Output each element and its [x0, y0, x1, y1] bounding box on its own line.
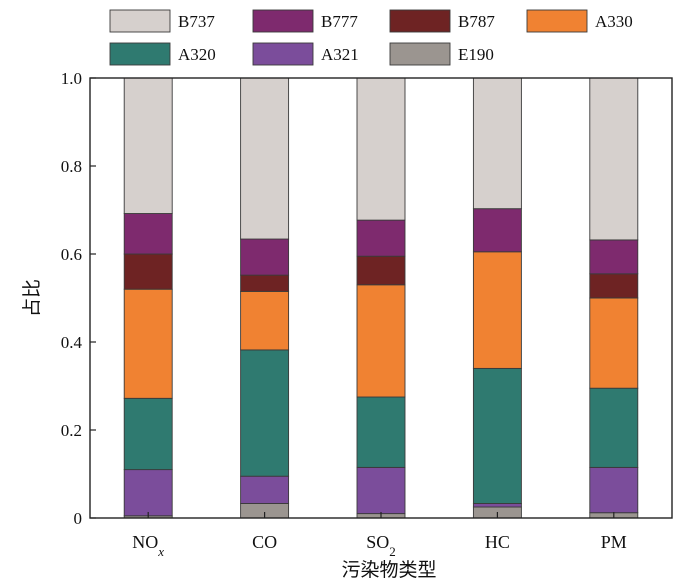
legend-swatch-b787 [389, 9, 451, 33]
x-tick-label-so2: SO2 [366, 532, 396, 559]
y-axis-title: 占比 [21, 279, 43, 317]
legend-swatch-b737 [109, 9, 171, 33]
bar-segment-b787-so2 [356, 255, 406, 286]
bar-segment-b737-so2 [356, 77, 406, 221]
bar-segment-b787-nox [123, 253, 173, 290]
legend: B737 B777 B787 A330 A320 A321 E190 [109, 9, 633, 66]
legend-label-b787: B787 [458, 12, 495, 31]
x-tick-label-hc: HC [485, 532, 510, 552]
y-tick-label: 1.0 [61, 69, 82, 88]
bar-segment-b737-co [240, 77, 290, 240]
bar-segment-a320-co [240, 349, 290, 477]
bar-segment-a320-hc [472, 367, 522, 504]
legend-swatch-e190 [389, 42, 451, 66]
legend-swatch-a321 [252, 42, 314, 66]
bar-segment-b737-nox [123, 77, 173, 214]
bar-segment-a320-so2 [356, 396, 406, 468]
bar-segment-b787-pm [589, 273, 639, 299]
bar-segment-a321-hc [472, 503, 522, 508]
bar-segment-b777-pm [589, 239, 639, 275]
legend-swatch-a320 [109, 42, 171, 66]
x-axis: NOx CO SO2 HC PM [132, 512, 627, 559]
y-tick-label: 0.2 [61, 421, 82, 440]
bar-segment-b777-nox [123, 213, 173, 255]
bar-segment-b777-co [240, 238, 290, 276]
bar-segment-b737-pm [589, 77, 639, 241]
y-tick-label: 0 [74, 509, 83, 528]
bar-segment-a330-pm [589, 297, 639, 389]
bar-segment-a330-so2 [356, 284, 406, 398]
bar-segment-a320-nox [123, 397, 173, 471]
y-tick-label: 0.4 [61, 333, 83, 352]
legend-label-a320: A320 [178, 45, 216, 64]
bar-segment-a321-pm [589, 466, 639, 514]
y-tick-label: 0.8 [61, 157, 82, 176]
y-tick-label: 0.6 [61, 245, 82, 264]
plot-area [89, 77, 673, 519]
bar-segment-a330-nox [123, 288, 173, 399]
bar-segment-b787-co [240, 274, 290, 292]
x-tick-label-co: CO [252, 532, 277, 552]
legend-label-b777: B777 [321, 12, 358, 31]
legend-swatch-a330 [526, 9, 588, 33]
legend-label-e190: E190 [458, 45, 494, 64]
bar-segment-a321-co [240, 475, 290, 504]
legend-label-a330: A330 [595, 12, 633, 31]
bar-segment-a330-co [240, 290, 290, 351]
bar-segment-b737-hc [472, 77, 522, 210]
legend-label-a321: A321 [321, 45, 359, 64]
bar-segment-a320-pm [589, 387, 639, 468]
x-tick-label-nox: NOx [132, 532, 164, 559]
x-axis-title: 污染物类型 [341, 559, 436, 581]
bar-segment-a321-nox [123, 469, 173, 517]
bar-segment-a330-hc [472, 251, 522, 369]
bar-segment-b777-hc [472, 208, 522, 253]
y-axis: 0 0.2 0.4 0.6 0.8 1.0 [61, 69, 96, 528]
bar-segment-b777-so2 [356, 219, 406, 257]
x-tick-label-pm: PM [601, 532, 627, 552]
legend-label-b737: B737 [178, 12, 215, 31]
bar-segment-a321-so2 [356, 466, 406, 515]
legend-swatch-b777 [252, 9, 314, 33]
